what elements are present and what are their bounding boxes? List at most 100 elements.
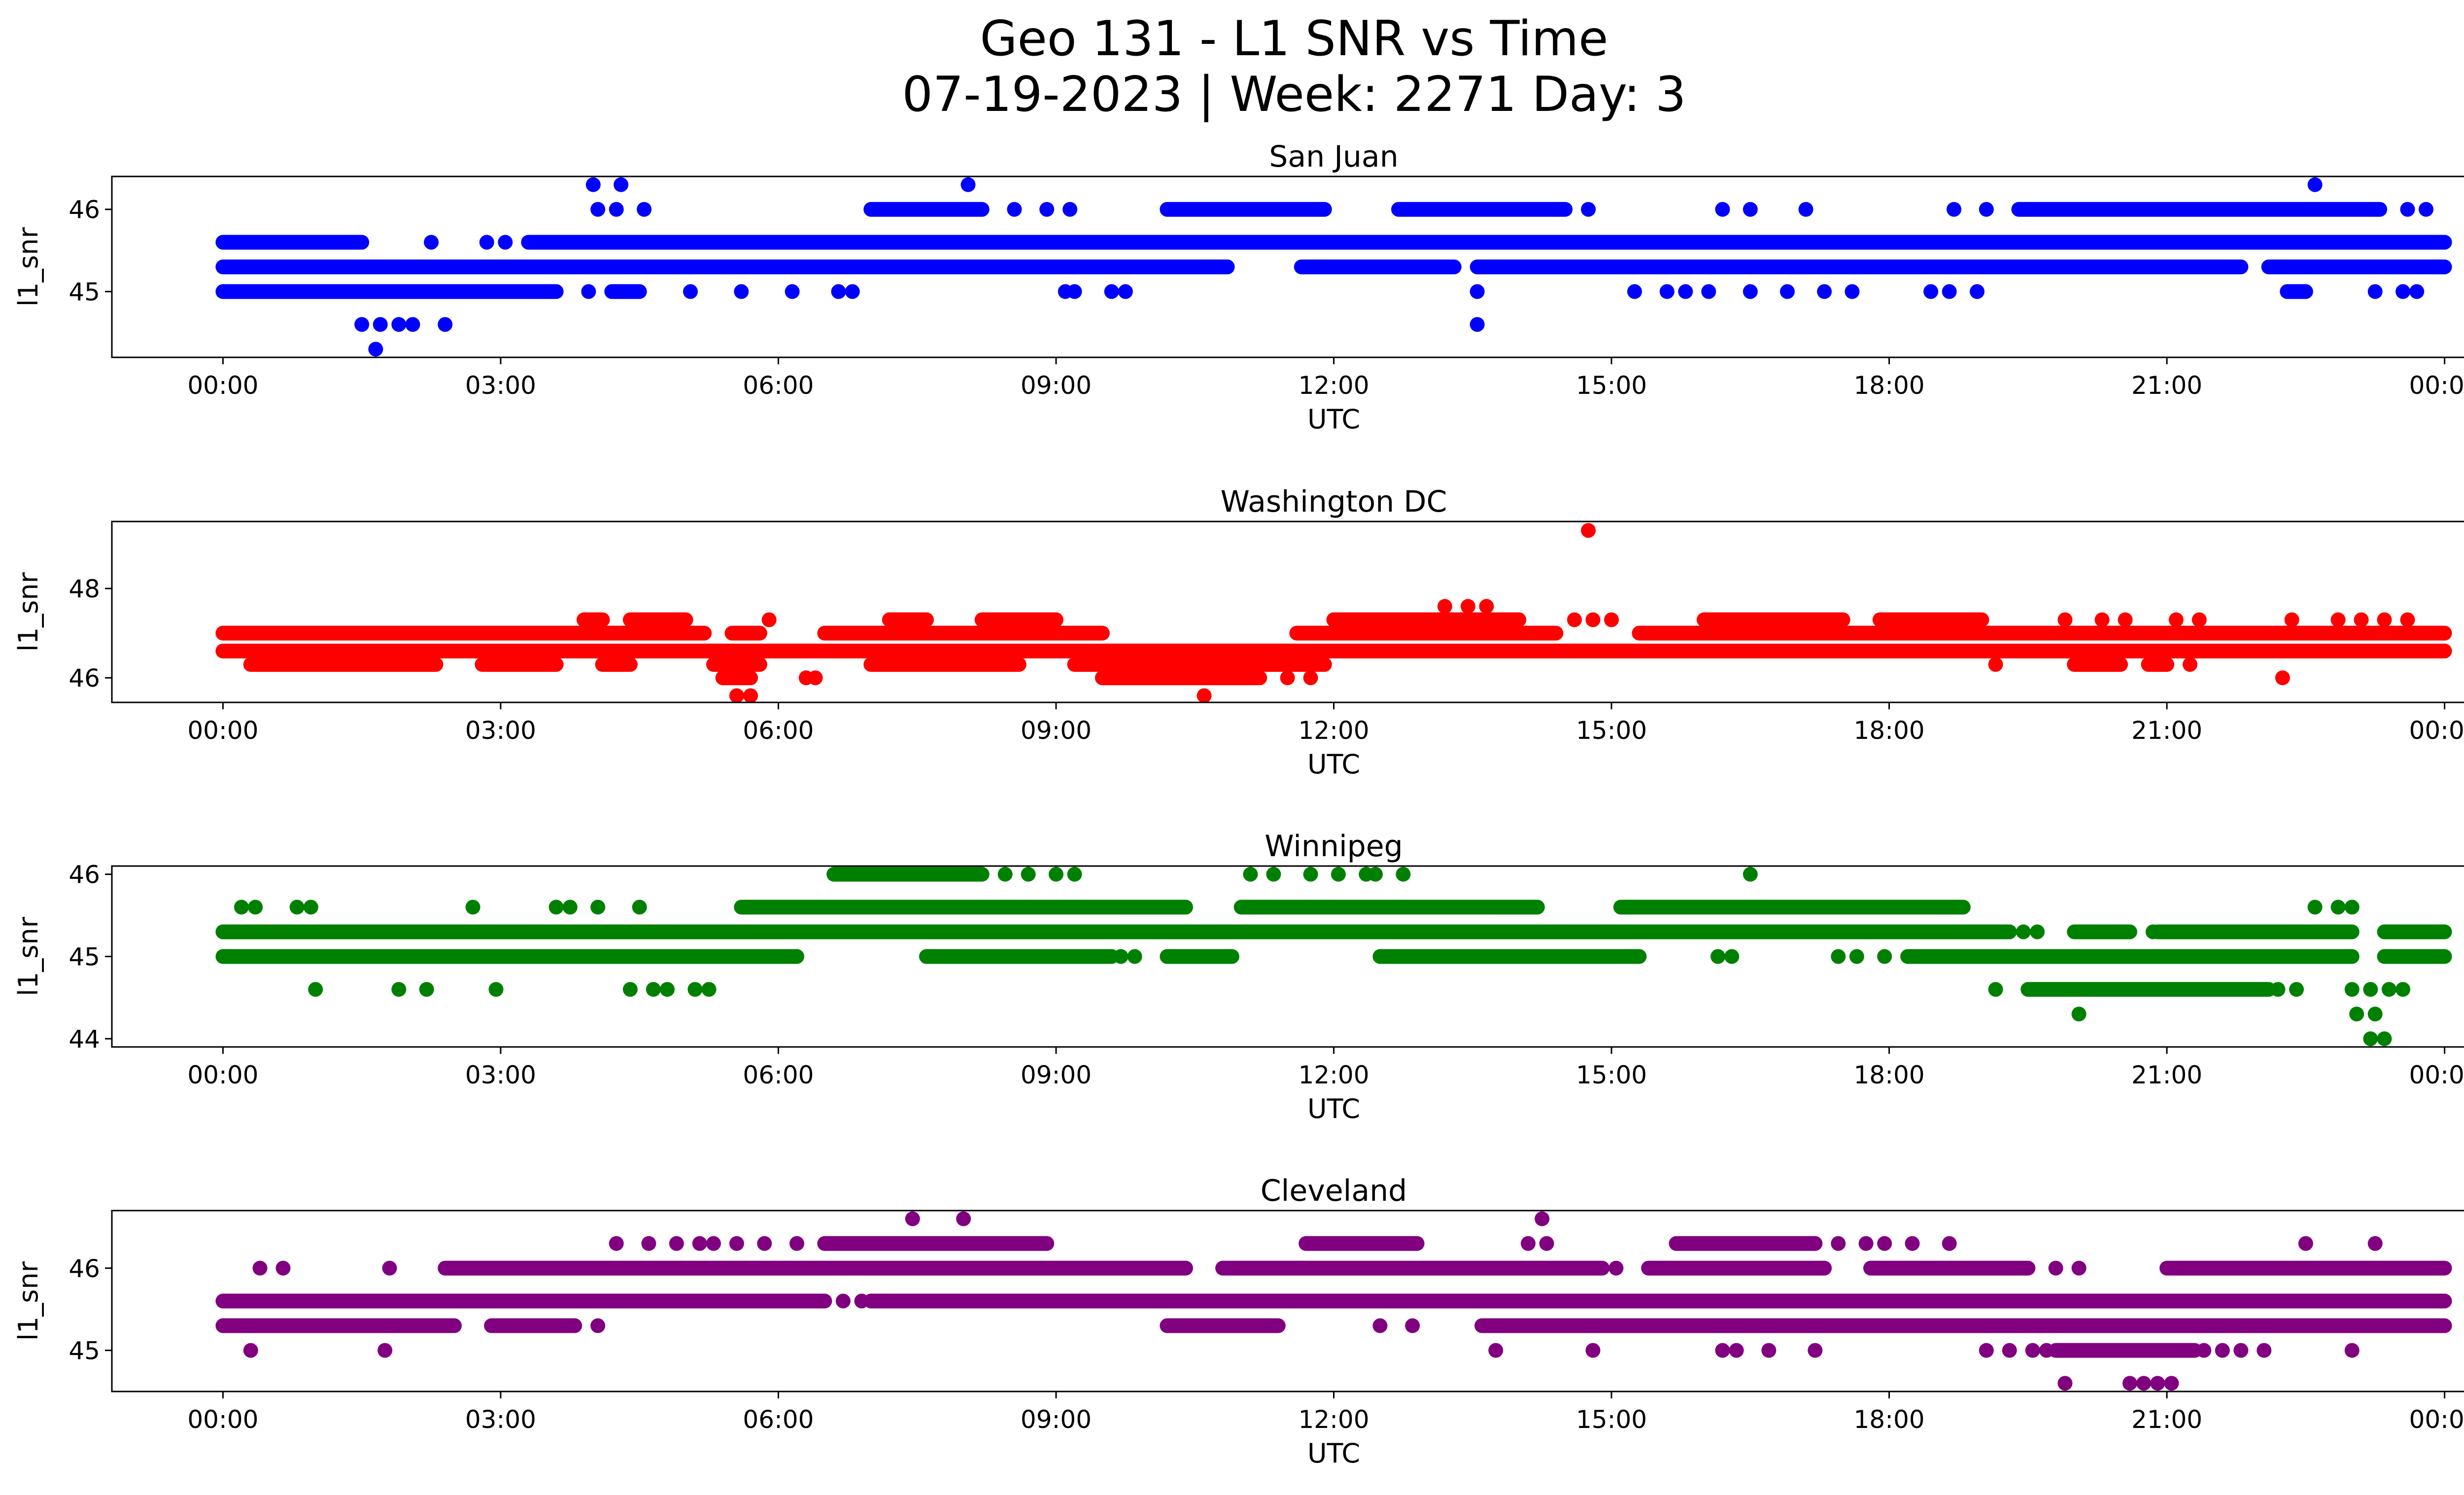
data-point xyxy=(1280,670,1295,686)
series-points xyxy=(215,177,2452,357)
data-point xyxy=(2284,612,2299,627)
data-point xyxy=(391,982,407,997)
data-point xyxy=(761,612,777,627)
data-point xyxy=(2122,1376,2137,1391)
data-point xyxy=(729,1236,744,1251)
data-point xyxy=(743,688,758,703)
data-point xyxy=(1021,867,1036,882)
data-point xyxy=(419,982,434,997)
data-point xyxy=(1539,1236,1554,1251)
x-tick-label: 12:00 xyxy=(1298,1061,1369,1089)
data-point xyxy=(2002,1343,2017,1358)
data-point xyxy=(303,900,318,915)
data-point xyxy=(479,235,494,250)
series-points xyxy=(215,867,2452,1046)
y-axis-label: l1_snr xyxy=(13,227,44,307)
data-point xyxy=(1831,949,1846,964)
x-tick-label: 00:00 xyxy=(2409,371,2464,400)
data-point xyxy=(1567,643,1582,659)
data-point xyxy=(498,235,513,250)
data-point xyxy=(683,284,698,299)
y-tick-label: 46 xyxy=(68,861,100,889)
data-point xyxy=(2257,1343,2272,1358)
data-point xyxy=(382,1260,397,1276)
data-point xyxy=(1590,259,1605,275)
data-point xyxy=(1368,867,1383,882)
data-point xyxy=(2363,1031,2378,1046)
series-points xyxy=(215,523,2452,703)
y-tick-label: 46 xyxy=(68,1254,100,1283)
x-tick-label: 09:00 xyxy=(1021,1061,1092,1089)
x-tick-label: 09:00 xyxy=(1021,371,1092,400)
data-point xyxy=(614,177,629,192)
data-point xyxy=(2330,612,2346,627)
data-point xyxy=(562,900,578,915)
x-axis-label: UTC xyxy=(1307,749,1360,780)
subplot-title: San Juan xyxy=(1269,139,1398,174)
x-axis-label: UTC xyxy=(1307,1438,1360,1469)
x-tick-label: 21:00 xyxy=(2131,716,2202,745)
data-point xyxy=(1780,284,1795,299)
data-point xyxy=(2048,1260,2063,1276)
data-point xyxy=(2396,284,2411,299)
x-tick-label: 21:00 xyxy=(2131,1405,2202,1434)
data-point xyxy=(1817,284,1832,299)
data-point xyxy=(2118,612,2133,627)
data-point xyxy=(1488,1343,1504,1358)
data-point xyxy=(2025,1343,2040,1358)
x-tick-label: 12:00 xyxy=(1298,716,1369,745)
data-point xyxy=(734,284,749,299)
data-point xyxy=(956,1211,971,1226)
data-point xyxy=(1849,949,1864,964)
data-point xyxy=(1104,284,1119,299)
data-point xyxy=(2057,1376,2073,1391)
data-point xyxy=(997,867,1013,882)
data-point xyxy=(1701,284,1716,299)
data-point xyxy=(2307,900,2323,915)
data-point xyxy=(548,900,564,915)
data-point xyxy=(2016,924,2031,939)
x-tick-label: 09:00 xyxy=(1021,1405,1092,1434)
data-point xyxy=(2367,1236,2383,1251)
data-point xyxy=(1118,284,1133,299)
data-point xyxy=(692,1236,707,1251)
x-tick-label: 18:00 xyxy=(1853,371,1924,400)
data-point xyxy=(590,900,606,915)
data-point xyxy=(905,1211,920,1226)
data-point xyxy=(1127,949,1142,964)
data-point xyxy=(1062,202,1078,217)
x-tick-label: 00:00 xyxy=(187,371,258,400)
x-tick-label: 03:00 xyxy=(465,371,536,400)
data-point xyxy=(637,202,652,217)
data-point xyxy=(405,317,420,332)
data-point xyxy=(1581,202,1596,217)
data-point xyxy=(2071,1007,2087,1022)
data-point xyxy=(1220,259,1235,275)
x-tick-label: 09:00 xyxy=(1021,716,1092,745)
x-tick-label: 06:00 xyxy=(743,371,814,400)
data-point xyxy=(960,177,976,192)
data-point xyxy=(373,317,388,332)
data-point xyxy=(1715,1343,1730,1358)
data-point xyxy=(2289,982,2304,997)
data-point xyxy=(590,1318,606,1333)
subplot-washington-dc: Washington DC 00:00 03:00 06:00 09:00 12:00 15… xyxy=(13,485,2464,780)
data-point xyxy=(2381,982,2396,997)
data-point xyxy=(1479,599,1494,614)
x-axis-label: UTC xyxy=(1307,404,1360,435)
data-point xyxy=(2275,670,2290,686)
data-point xyxy=(1743,867,1758,882)
data-point xyxy=(789,1236,805,1251)
data-point xyxy=(669,1236,684,1251)
data-point xyxy=(1437,599,1452,614)
x-tick-label: 15:00 xyxy=(1576,1061,1647,1089)
data-point xyxy=(585,177,601,192)
data-point xyxy=(1113,949,1129,964)
subplot-title: Cleveland xyxy=(1261,1174,1407,1208)
x-tick-label: 00:00 xyxy=(187,1405,258,1434)
y-tick-label: 45 xyxy=(68,278,100,307)
data-point xyxy=(234,900,249,915)
data-point xyxy=(2344,1343,2360,1358)
data-point xyxy=(1711,949,1726,964)
data-point xyxy=(2113,924,2128,939)
